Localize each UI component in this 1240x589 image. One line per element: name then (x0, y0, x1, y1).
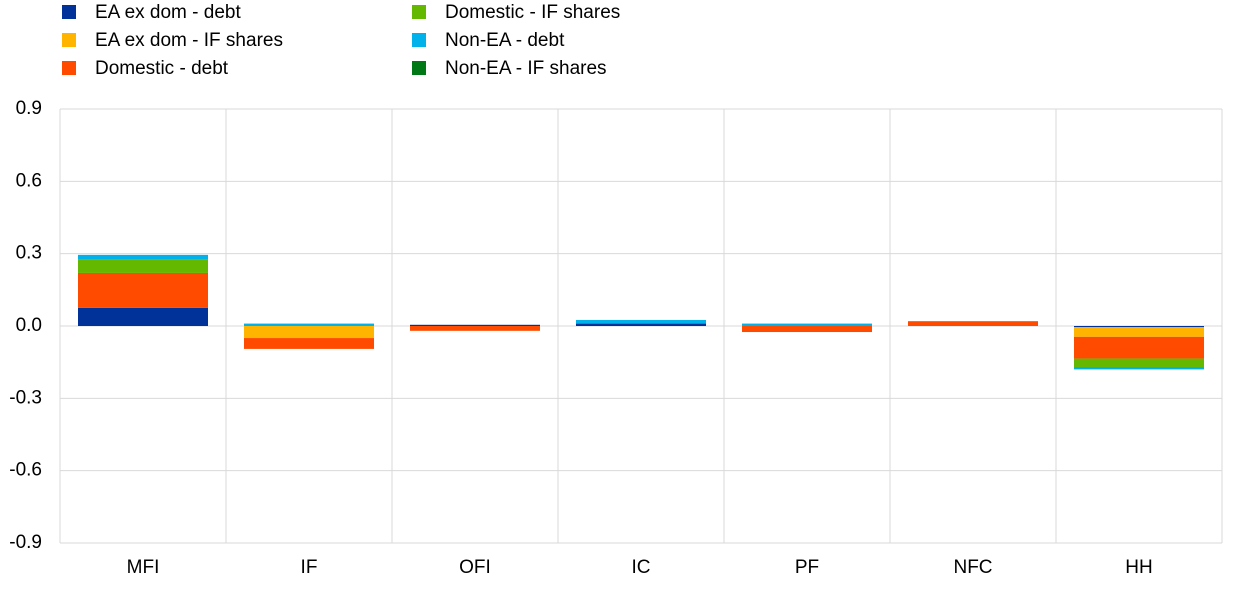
bar-segment (576, 323, 706, 326)
legend-label: Non-EA - debt (445, 30, 565, 51)
bar-segment (908, 321, 1038, 326)
bar-segment (410, 324, 540, 326)
y-tick-label: 0.0 (16, 315, 42, 336)
bar-segment (78, 272, 208, 308)
legend-swatch (412, 33, 426, 47)
legend-label: Domestic - debt (95, 58, 229, 79)
legend-swatch (62, 5, 76, 19)
legend-label: Non-EA - IF shares (445, 58, 607, 79)
bar-segment (244, 338, 374, 349)
y-tick-label: 0.9 (16, 98, 42, 119)
legend-swatch (62, 61, 76, 75)
y-tick-label: -0.9 (9, 532, 42, 553)
bar-segment (576, 319, 706, 324)
bar-segment (1074, 326, 1204, 328)
y-tick-label: -0.3 (9, 387, 42, 408)
bar-segment (1074, 327, 1204, 337)
bar-segment (244, 323, 374, 326)
bar-segment (742, 326, 872, 333)
bar-segment (244, 326, 374, 339)
bar-segment (410, 326, 540, 331)
x-tick-label: IF (301, 557, 318, 578)
legend-swatch (62, 33, 76, 47)
bar-segment (78, 307, 208, 326)
x-tick-label: HH (1125, 557, 1152, 578)
x-tick-label: NFC (953, 557, 992, 578)
x-tick-label: OFI (459, 557, 491, 578)
bar-segment (1074, 358, 1204, 367)
legend-label: EA ex dom - IF shares (95, 30, 283, 51)
bar-segment (78, 259, 208, 273)
y-tick-label: 0.6 (16, 170, 42, 191)
legend-swatch (412, 5, 426, 19)
legend-label: Domestic - IF shares (445, 2, 620, 23)
legend-swatch (412, 61, 426, 75)
bar-segment (1074, 366, 1204, 370)
x-tick-label: IC (632, 557, 651, 578)
x-tick-label: PF (795, 557, 819, 578)
y-tick-label: 0.3 (16, 243, 42, 264)
bar-segment (1074, 336, 1204, 359)
bar-segment (78, 254, 208, 260)
legend-label: EA ex dom - debt (95, 2, 241, 23)
y-tick-label: -0.6 (9, 460, 42, 481)
x-tick-label: MFI (127, 557, 160, 578)
bar-segment (742, 323, 872, 326)
